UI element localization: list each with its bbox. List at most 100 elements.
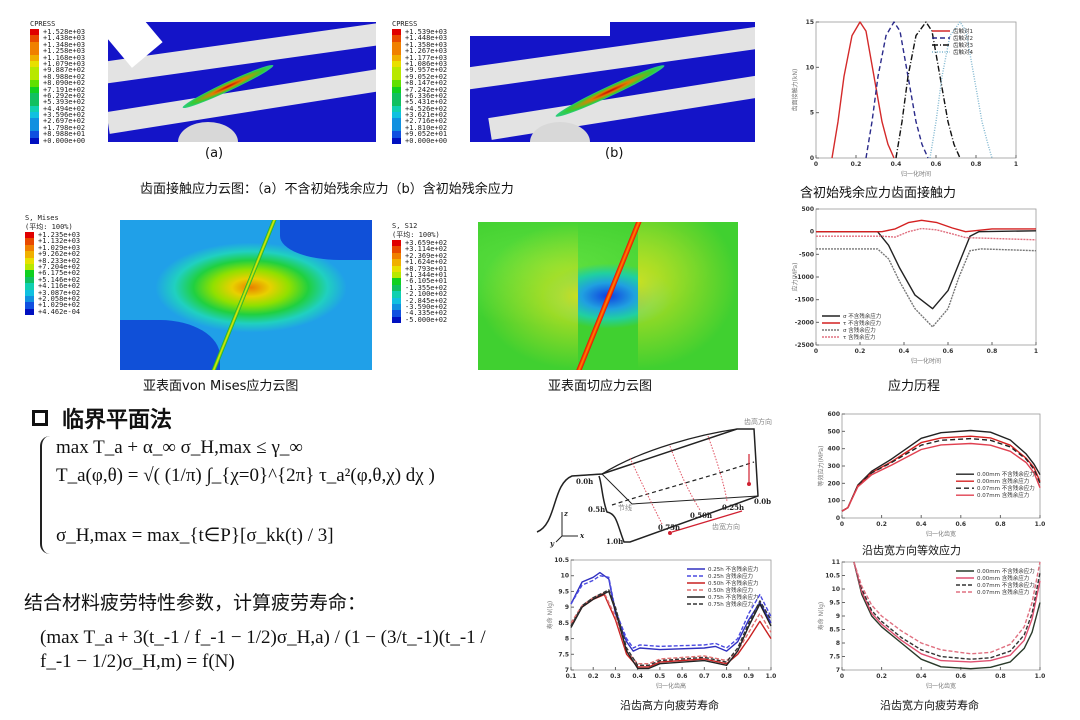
legend-value: +1.267e+03: [405, 47, 448, 56]
series-line: [841, 442, 1041, 512]
y-tick-label: 600: [827, 411, 840, 418]
cpress-legend-b: CPRESS +1.539e+03 +1.448e+03 +1.358e+03 +1.…: [392, 20, 470, 144]
legend-value: +9.262e+02: [38, 250, 81, 259]
y-axis-label: 等效应力(MPa): [817, 446, 825, 487]
tooth-geometry-diagram: 0.0h 0.5h 1.0h 0.75h 0.50h 0.25h 0.0b z …: [536, 417, 772, 548]
legend-value: -5.000e+02: [405, 315, 448, 324]
x-tick-label: 0.2: [855, 348, 866, 355]
fatigue-life-height-chart: 0.1 0.2 0.3 0.4 0.5 0.6 0.7 0.8 0.9 1.0 7 7.5 8 8.5 9 9…: [545, 556, 776, 690]
legend-color-swatch: [392, 86, 401, 93]
legend-entry: +9.957e+02: [392, 66, 470, 75]
legend-value: +1.539e+03: [405, 28, 448, 36]
legend-color-swatch: [30, 80, 39, 87]
legend-entry: +0.000e+00: [392, 136, 470, 145]
x-axis-label: 归一化时间: [911, 357, 941, 365]
legend-value: +6.292e+02: [43, 91, 86, 100]
legend-value: +2.697e+02: [43, 117, 86, 126]
legend-label: 0.00mm 含残余应力: [977, 574, 1029, 582]
contact-force-caption: 含初始残余应力齿面接触力: [800, 186, 957, 201]
x-tick-label: 0: [840, 673, 844, 680]
stress-history-caption: 应力历程: [888, 379, 941, 394]
y-tick-label: 10: [561, 573, 569, 580]
legend-color-swatch: [25, 302, 34, 309]
legend-color-swatch: [25, 295, 34, 303]
label-0h: 0.0h: [576, 477, 593, 486]
x-tick-label: 0.6: [955, 521, 966, 528]
legend-value: +1.448e+03: [405, 34, 448, 43]
y-tick-label: 8: [565, 636, 569, 643]
legend-color-swatch: [25, 270, 34, 277]
pitch-line-label: 节线: [618, 503, 632, 512]
legend-entry: +2.369e+02: [392, 252, 478, 260]
x-tick-label: 0.3: [610, 673, 621, 680]
x-tick-label: 1.0: [1035, 521, 1046, 528]
legend-value: +0.000e+00: [405, 136, 448, 145]
y-tick-label: 5: [810, 110, 814, 117]
legend-color-swatch: [392, 112, 401, 119]
legend-entry: +6.336e+02: [392, 92, 470, 100]
legend-entry: +1.177e+03: [392, 53, 470, 62]
legend-value: +9.052e+01: [405, 130, 448, 139]
legend-entry: +1.358e+03: [392, 41, 470, 49]
legend-value: +5.146e+02: [38, 275, 81, 284]
x-tick-label: 1: [1014, 161, 1018, 168]
legend-entry: -4.335e+02: [392, 309, 478, 318]
y-tick-label: -1000: [795, 274, 814, 281]
y-tick-label: 100: [827, 498, 840, 505]
legend-value: +7.204e+02: [38, 262, 81, 271]
legend-value: -1.355e+02: [405, 283, 448, 292]
legend-value: +3.596e+02: [43, 111, 86, 120]
chart-svg: 0 0.2 0.4 0.6 0.8 1.0 0 100 200 300 400 500 600 归一化齿宽…: [817, 411, 1046, 538]
legend-entry: +2.058e+02: [25, 295, 120, 303]
legend-entry: +8.090e+02: [30, 79, 108, 87]
label-075b: 0.75h: [658, 523, 680, 532]
y-tick-label: 9.5: [829, 600, 840, 607]
legend-value: +6.175e+02: [38, 269, 81, 278]
legend-value: +1.235e+03: [38, 231, 81, 239]
x-axis-label: 归一化齿高: [656, 682, 686, 690]
legend-entry: +2.697e+02: [30, 117, 108, 126]
legend-subtitle: (平均: 100%): [392, 231, 440, 239]
x-tick-label: 0.8: [971, 161, 982, 168]
legend-color-swatch: [30, 67, 39, 74]
legend-label: 0.25h 含残余应力: [708, 572, 753, 580]
legend-value: +7.242e+02: [405, 85, 448, 94]
y-tick-label: 11: [832, 559, 840, 566]
legend-color-swatch: [25, 289, 34, 296]
legend-entry: +4.116e+02: [25, 282, 120, 290]
legend-color-swatch: [25, 251, 34, 258]
label-025b: 0.25h: [722, 503, 744, 512]
x-tick-label: 0.5: [655, 673, 666, 680]
legend-entry: +1.438e+03: [30, 35, 108, 42]
y-axis-label: 寿命 N(lg): [546, 601, 554, 630]
legend-value: -4.335e+02: [405, 309, 448, 318]
legend-entry: +7.204e+02: [25, 262, 120, 271]
plot-frame: [815, 21, 1017, 159]
legend-entry: +1.079e+03: [30, 60, 108, 68]
legend-color-swatch: [392, 29, 401, 36]
legend-color-swatch: [25, 257, 34, 264]
legend-entry: +9.262e+02: [25, 250, 120, 259]
plot-frame: [841, 413, 1041, 519]
legend-entry: +1.798e+02: [30, 124, 108, 132]
legend-value: +8.988e+02: [43, 72, 86, 81]
legend-value: +1.177e+03: [405, 53, 448, 62]
legend-entry: -6.105e+01: [392, 278, 478, 285]
legend-value: +9.957e+02: [405, 66, 448, 75]
legend-color-swatch: [392, 310, 401, 317]
legend-color-swatch: [30, 54, 39, 61]
legend-entry: +1.528e+03: [30, 28, 108, 36]
legend-color-swatch: [30, 124, 39, 132]
y-tick-label: 10: [832, 586, 840, 593]
legend-color-swatch: [30, 86, 39, 93]
legend-entry: -5.000e+02: [392, 315, 478, 324]
x-tick-label: 0.2: [876, 521, 887, 528]
mises-legend: S, Mises (平均: 100%) +1.235e+03 +1.132e+03…: [25, 214, 120, 315]
y-tick-label: 10.5: [554, 557, 569, 564]
shear-stress-legend: S, S12 (平均: 100%) +3.659e+02 +3.114e+02 +2…: [392, 222, 478, 323]
legend-title: CPRESS: [392, 20, 418, 28]
legend-entry: +3.087e+02: [25, 289, 120, 296]
series-line: [570, 575, 772, 649]
x-axis-label: 归一化齿宽: [926, 530, 956, 538]
label-0b: 0.0b: [754, 497, 771, 506]
